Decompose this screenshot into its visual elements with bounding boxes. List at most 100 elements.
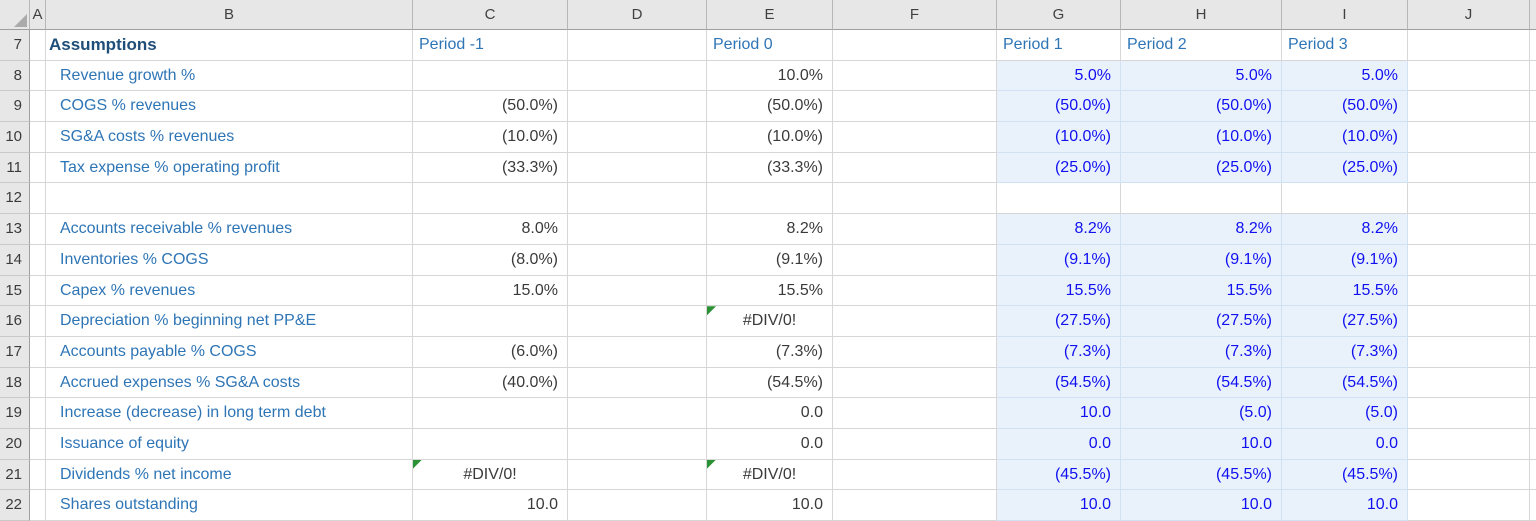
row-header-14[interactable]: 14 — [0, 244, 30, 276]
cell-I20[interactable]: 0.0 — [1282, 428, 1408, 460]
cell-F12[interactable] — [833, 183, 997, 215]
cell-C15[interactable]: 15.0% — [413, 275, 568, 307]
cell-F21[interactable] — [833, 459, 997, 491]
cell-B9[interactable]: COGS % revenues — [46, 91, 413, 123]
cell-G11[interactable]: (25.0%) — [997, 152, 1121, 184]
cell-J19[interactable] — [1408, 398, 1530, 429]
cell-C8[interactable] — [413, 60, 568, 92]
cell-G14[interactable]: (9.1%) — [997, 244, 1121, 276]
cell-H12[interactable] — [1121, 183, 1282, 215]
cell-I11[interactable]: (25.0%) — [1282, 152, 1408, 184]
cell-H20[interactable]: 10.0 — [1121, 428, 1282, 460]
cell-D17[interactable] — [568, 336, 707, 368]
row-header-17[interactable]: 17 — [0, 336, 30, 368]
cell-D20[interactable] — [568, 428, 707, 460]
cell-C21[interactable]: #DIV/0! — [413, 459, 568, 491]
cell-D9[interactable] — [568, 91, 707, 123]
cell-C10[interactable]: (10.0%) — [413, 122, 568, 153]
row-header-15[interactable]: 15 — [0, 275, 30, 307]
cell-A22[interactable] — [30, 490, 46, 521]
cell-E11[interactable]: (33.3%) — [707, 152, 833, 184]
cell-K7[interactable] — [1530, 30, 1536, 61]
cell-A8[interactable] — [30, 60, 46, 92]
column-header-F[interactable]: F — [833, 0, 997, 30]
cell-G13[interactable]: 8.2% — [997, 214, 1121, 245]
row-header-22[interactable]: 22 — [0, 490, 30, 521]
column-header-H[interactable]: H — [1121, 0, 1282, 30]
cell-B7[interactable]: Assumptions — [46, 30, 413, 61]
row-header-8[interactable]: 8 — [0, 60, 30, 92]
cell-G21[interactable]: (45.5%) — [997, 459, 1121, 491]
cell-D14[interactable] — [568, 244, 707, 276]
cell-K11[interactable] — [1530, 153, 1536, 184]
cell-C18[interactable]: (40.0%) — [413, 367, 568, 399]
cell-F18[interactable] — [833, 367, 997, 399]
cell-A11[interactable] — [30, 152, 46, 184]
cell-F15[interactable] — [833, 275, 997, 307]
cell-E12[interactable] — [707, 183, 833, 215]
select-all-corner[interactable] — [0, 0, 30, 30]
row-header-20[interactable]: 20 — [0, 428, 30, 460]
cell-E9[interactable]: (50.0%) — [707, 91, 833, 123]
cell-C17[interactable]: (6.0%) — [413, 336, 568, 368]
column-header-D[interactable]: D — [568, 0, 707, 30]
cell-B20[interactable]: Issuance of equity — [46, 428, 413, 460]
cell-E21[interactable]: #DIV/0! — [707, 459, 833, 491]
cell-K16[interactable] — [1530, 306, 1536, 337]
cell-A20[interactable] — [30, 428, 46, 460]
cell-B15[interactable]: Capex % revenues — [46, 275, 413, 307]
row-header-16[interactable]: 16 — [0, 306, 30, 337]
row-header-10[interactable]: 10 — [0, 122, 30, 153]
cell-A17[interactable] — [30, 336, 46, 368]
cell-J15[interactable] — [1408, 275, 1530, 307]
cell-A21[interactable] — [30, 459, 46, 491]
column-header-J[interactable]: J — [1408, 0, 1530, 30]
cell-A9[interactable] — [30, 91, 46, 123]
cell-G22[interactable]: 10.0 — [997, 490, 1121, 521]
cell-A7[interactable] — [30, 30, 46, 61]
cell-J9[interactable] — [1408, 91, 1530, 123]
cell-D11[interactable] — [568, 152, 707, 184]
cell-D16[interactable] — [568, 306, 707, 337]
cell-K19[interactable] — [1530, 398, 1536, 429]
cell-C16[interactable] — [413, 306, 568, 337]
cell-I15[interactable]: 15.5% — [1282, 275, 1408, 307]
cell-F19[interactable] — [833, 398, 997, 429]
cell-K14[interactable] — [1530, 245, 1536, 276]
cell-B11[interactable]: Tax expense % operating profit — [46, 152, 413, 184]
cell-B19[interactable]: Increase (decrease) in long term debt — [46, 398, 413, 429]
cell-F17[interactable] — [833, 336, 997, 368]
cell-A16[interactable] — [30, 306, 46, 337]
cell-B14[interactable]: Inventories % COGS — [46, 244, 413, 276]
cell-G16[interactable]: (27.5%) — [997, 306, 1121, 337]
cell-H7[interactable]: Period 2 — [1121, 30, 1282, 61]
cell-F11[interactable] — [833, 152, 997, 184]
cell-B17[interactable]: Accounts payable % COGS — [46, 336, 413, 368]
cell-I14[interactable]: (9.1%) — [1282, 244, 1408, 276]
cell-A15[interactable] — [30, 275, 46, 307]
cell-B16[interactable]: Depreciation % beginning net PP&E — [46, 306, 413, 337]
cell-B10[interactable]: SG&A costs % revenues — [46, 122, 413, 153]
cell-J7[interactable] — [1408, 30, 1530, 61]
cell-B8[interactable]: Revenue growth % — [46, 60, 413, 92]
cell-K21[interactable] — [1530, 460, 1536, 491]
cell-F20[interactable] — [833, 428, 997, 460]
cell-D15[interactable] — [568, 275, 707, 307]
cell-E19[interactable]: 0.0 — [707, 398, 833, 429]
row-header-12[interactable]: 12 — [0, 183, 30, 215]
cell-G7[interactable]: Period 1 — [997, 30, 1121, 61]
cell-I18[interactable]: (54.5%) — [1282, 367, 1408, 399]
cell-F10[interactable] — [833, 122, 997, 153]
cell-E15[interactable]: 15.5% — [707, 275, 833, 307]
cell-E16[interactable]: #DIV/0! — [707, 306, 833, 337]
cell-F8[interactable] — [833, 60, 997, 92]
cell-B18[interactable]: Accrued expenses % SG&A costs — [46, 367, 413, 399]
cell-J18[interactable] — [1408, 367, 1530, 399]
cell-G8[interactable]: 5.0% — [997, 60, 1121, 92]
cell-K10[interactable] — [1530, 122, 1536, 153]
cell-K8[interactable] — [1530, 61, 1536, 92]
cell-K9[interactable] — [1530, 91, 1536, 123]
cell-H10[interactable]: (10.0%) — [1121, 122, 1282, 153]
cell-H22[interactable]: 10.0 — [1121, 490, 1282, 521]
cell-C22[interactable]: 10.0 — [413, 490, 568, 521]
